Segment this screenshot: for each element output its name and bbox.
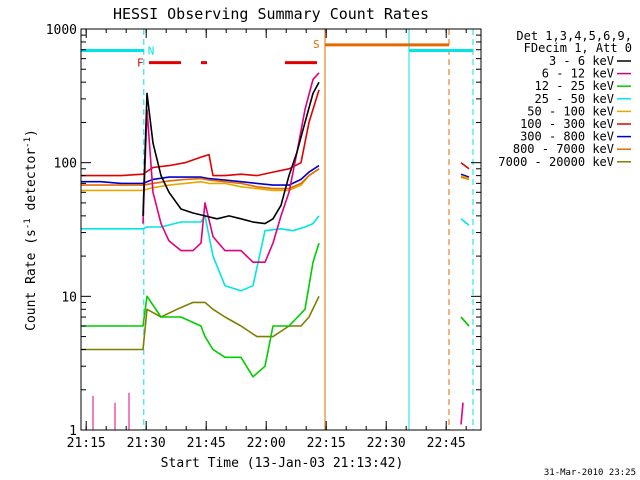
- legend-label-6: 300 - 800 keV: [520, 130, 614, 144]
- plot-frame: [80, 28, 482, 431]
- x-tick-label-4: 22:15: [307, 436, 346, 451]
- legend: Det 1,3,4,5,6,9, FDecim 1, Att 0 3 - 6 k…: [498, 29, 632, 169]
- series-line-2: [81, 242, 320, 378]
- late-segment-3: [460, 174, 470, 180]
- series-line-3: [81, 215, 320, 292]
- legend-label-7: 800 - 7000 keV: [513, 142, 614, 156]
- y-axis-label: Count Rate (s-1 detector-1): [23, 129, 39, 331]
- plot-content: NF S: [81, 29, 474, 430]
- y-axis-label-sup2: -1: [23, 137, 33, 148]
- legend-label-5: 100 - 300 keV: [520, 117, 614, 131]
- x-tick-label-5: 22:30: [367, 436, 406, 451]
- x-tick-label-0: 21:15: [67, 436, 106, 451]
- footer-stamp: 31-Mar-2010 23:25: [544, 468, 636, 478]
- legend-label-8: 7000 - 20000 keV: [498, 155, 614, 169]
- y-tick-label-0: 1: [69, 424, 77, 439]
- x-tick-label-2: 21:45: [187, 436, 226, 451]
- flag-label-F: F: [137, 57, 144, 70]
- legend-header-line-2: FDecim 1, Att 0: [524, 41, 632, 55]
- y-tick-label-3: 1000: [46, 23, 77, 38]
- y-tick-label-2: 100: [54, 157, 77, 172]
- legend-label-4: 50 - 100 keV: [527, 104, 614, 118]
- y-axis: 1 10 100 1000: [46, 23, 481, 439]
- y-axis-label-end: ): [24, 129, 39, 137]
- y-axis-label-mid: detector: [24, 148, 39, 219]
- y-axis-label-sup1: -1: [23, 218, 33, 229]
- series-line-1: [142, 72, 320, 264]
- x-tick-label-1: 21:30: [127, 436, 166, 451]
- flag-label-N: N: [148, 45, 155, 58]
- x-tick-label-6: 22:45: [427, 436, 466, 451]
- y-tick-label-1: 10: [61, 290, 77, 305]
- legend-label-3: 25 - 50 keV: [535, 92, 614, 106]
- legend-header-line-1: Det 1,3,4,5,6,9,: [516, 29, 632, 43]
- chart-title: HESSI Observing Summary Count Rates: [113, 5, 429, 23]
- legend-label-1: 6 - 12 keV: [542, 67, 614, 81]
- series-line-0: [142, 81, 320, 225]
- series-line-7: [81, 168, 320, 190]
- x-tick-label-3: 22:00: [247, 436, 286, 451]
- series-line-4: [81, 168, 320, 192]
- late-segment-1: [460, 173, 470, 178]
- late-segment-0: [460, 162, 470, 170]
- series-line-8: [81, 295, 320, 351]
- legend-label-0: 3 - 6 keV: [549, 54, 614, 68]
- late-segment-6: [460, 316, 470, 327]
- late-segment-4: [460, 218, 470, 226]
- legend-label-2: 12 - 25 keV: [535, 79, 614, 93]
- late-segment-7: [460, 402, 464, 425]
- late-segment-2: [460, 176, 470, 181]
- flag-label-S: S: [313, 38, 320, 51]
- x-axis: 21:15 21:30 21:45 22:00 22:15 22:30 22:45: [67, 29, 467, 451]
- x-axis-label: Start Time (13-Jan-03 21:13:42): [161, 456, 404, 471]
- y-axis-label-main: Count Rate (s: [24, 229, 39, 331]
- series-line-6: [81, 164, 320, 186]
